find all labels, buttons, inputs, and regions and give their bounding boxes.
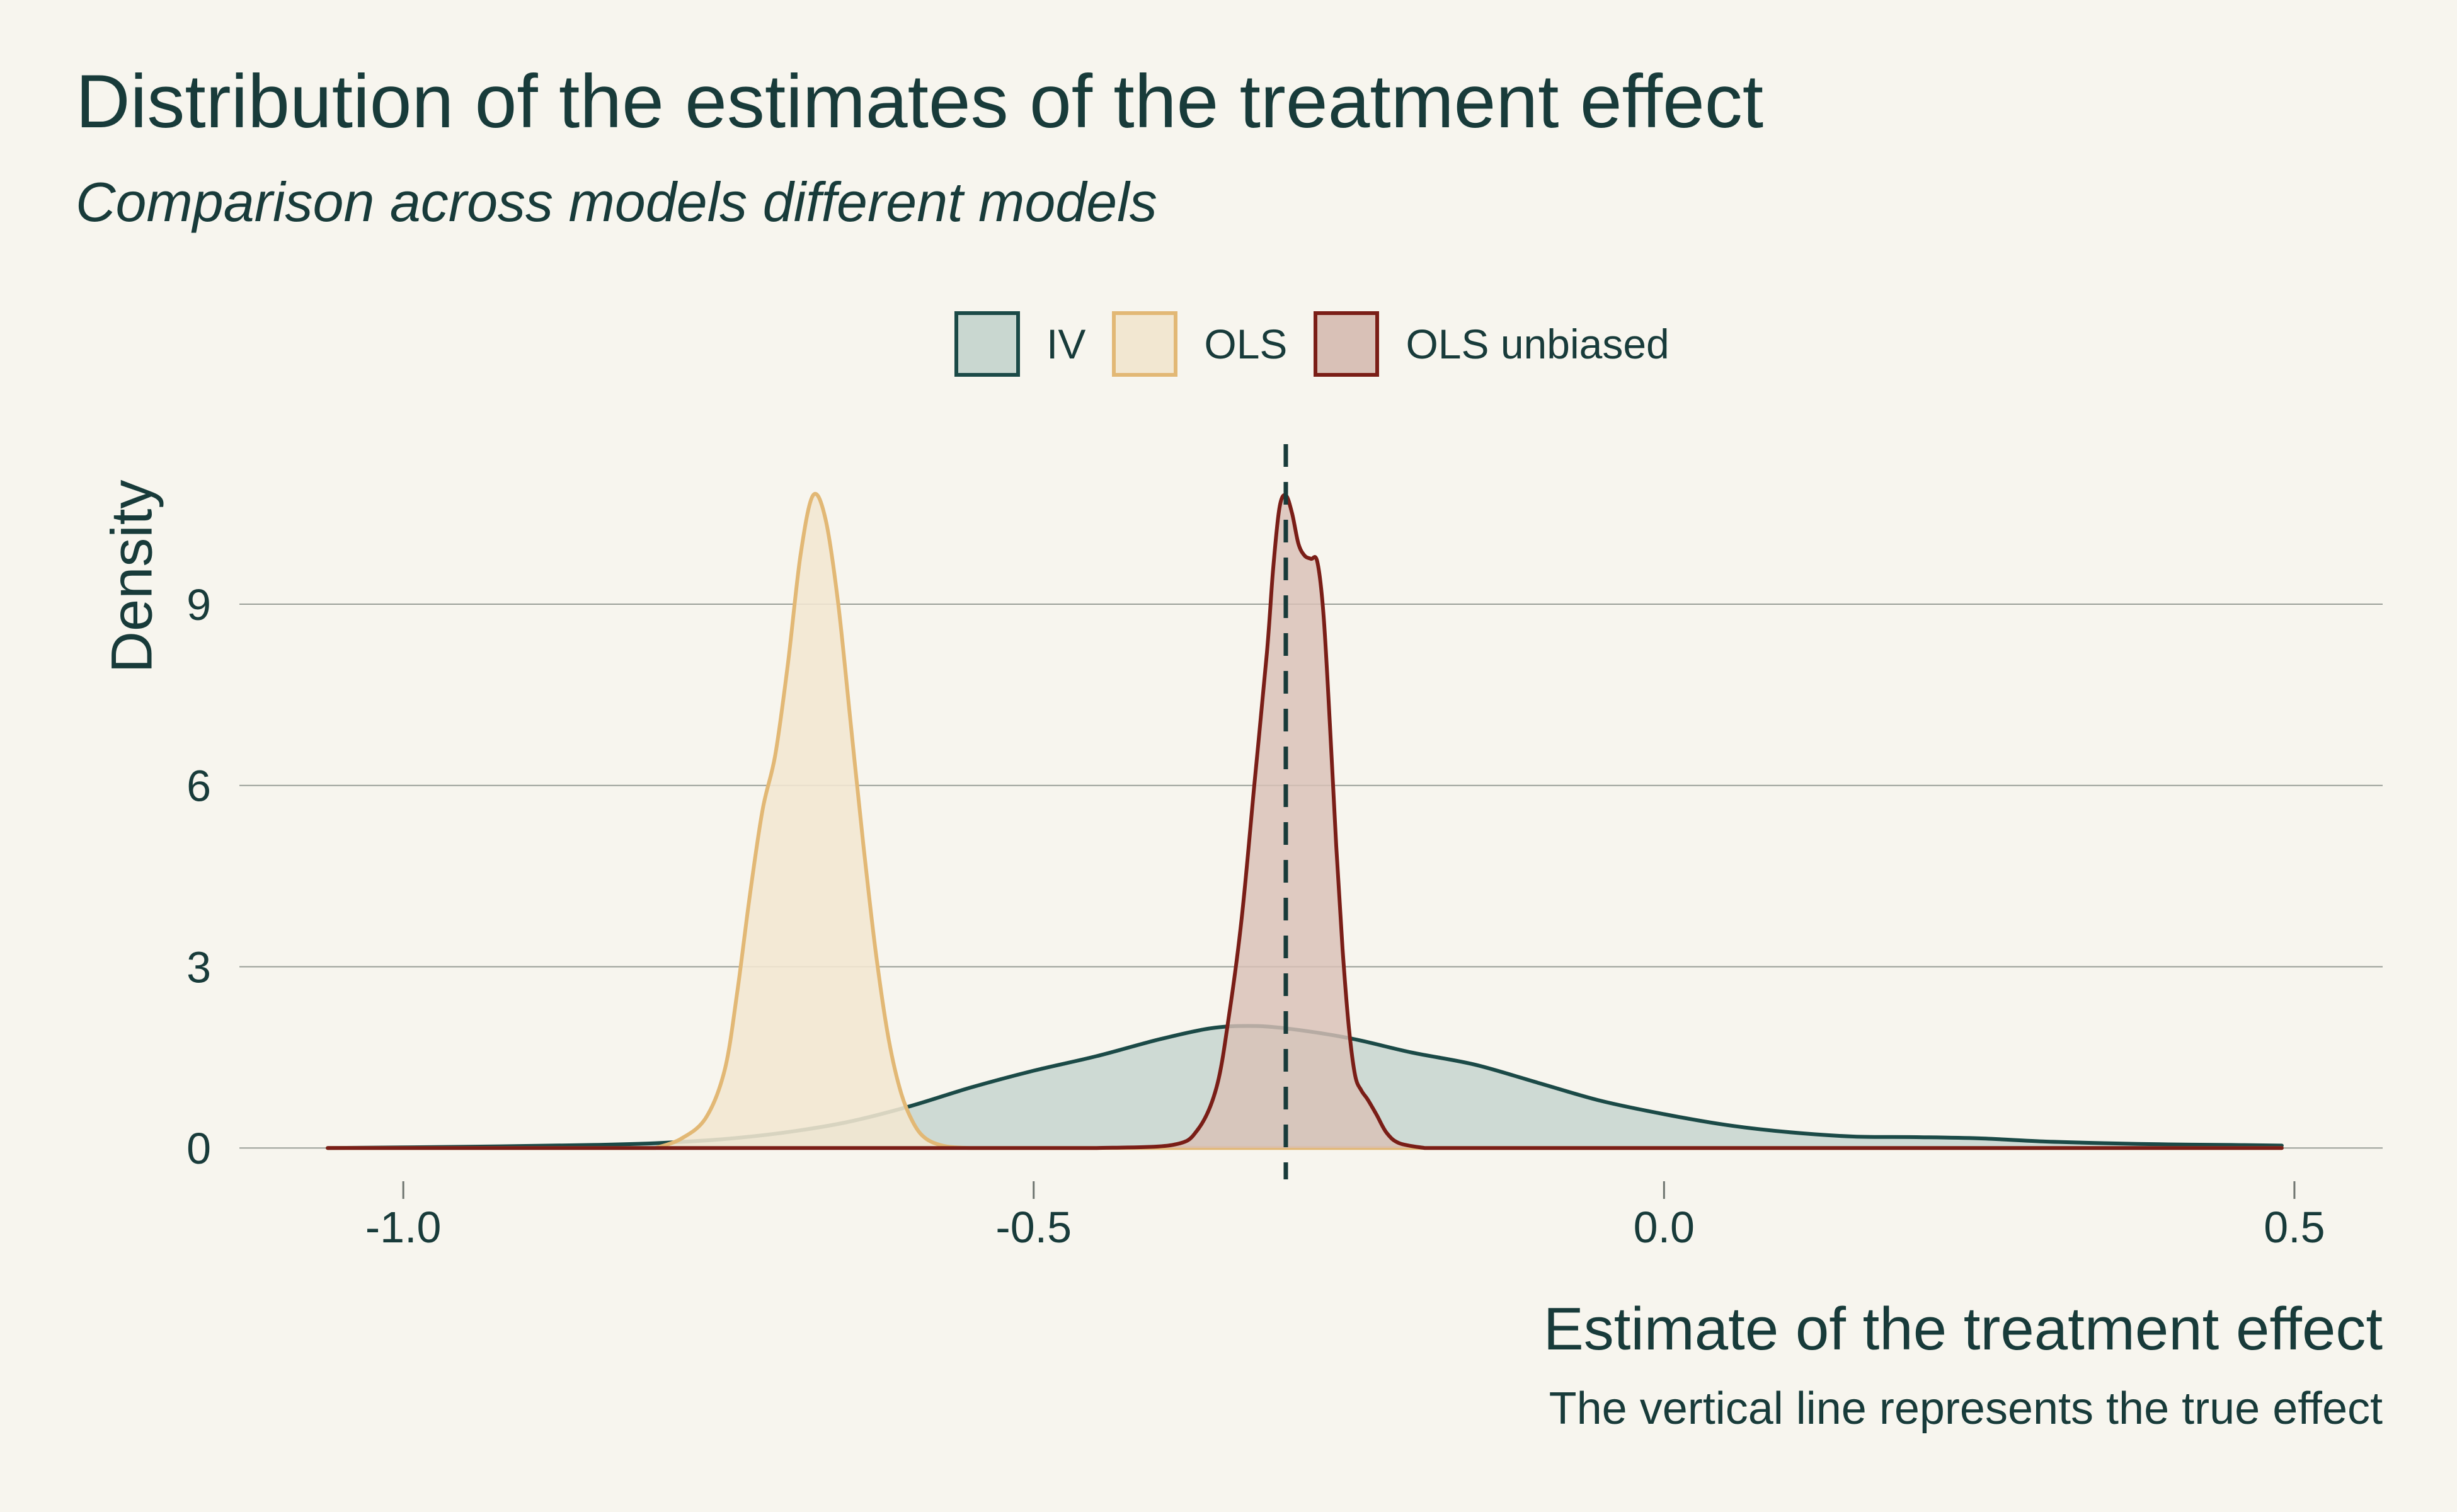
legend: IV OLS OLS unbiased	[954, 307, 1696, 380]
chart-title: Distribution of the estimates of the tre…	[76, 59, 1764, 144]
legend-swatch-iv	[954, 311, 1020, 377]
legend-item-ols-unbiased: OLS unbiased	[1314, 311, 1670, 377]
legend-item-iv: IV	[954, 311, 1085, 377]
chart-subtitle: Comparison across models different model…	[76, 171, 1157, 233]
tick-layer: 0 3 6 9 -1.0 -0.5 0.0 0.5	[186, 580, 2325, 1252]
legend-label-ols-unbiased: OLS unbiased	[1406, 320, 1670, 367]
y-tick-label: 0	[186, 1124, 211, 1173]
legend-swatch-ols	[1112, 311, 1178, 377]
x-tick-label: 0.0	[1634, 1203, 1695, 1252]
legend-item-ols: OLS	[1112, 311, 1287, 377]
legend-label-iv: IV	[1046, 320, 1086, 367]
series-layer	[326, 492, 2284, 1150]
y-tick-label: 6	[186, 762, 211, 811]
density-area-ols-unbiased	[1096, 495, 1425, 1148]
density-area-ols	[655, 493, 971, 1148]
y-tick-label: 9	[186, 580, 211, 629]
legend-label-ols: OLS	[1204, 320, 1288, 367]
x-tick-label: -1.0	[365, 1203, 442, 1252]
legend-swatch-ols-unbiased	[1314, 311, 1380, 377]
x-axis-label: Estimate of the treatment effect	[1543, 1295, 2383, 1363]
y-tick-label: 3	[186, 942, 211, 992]
density-line-ols	[326, 492, 2284, 1150]
x-tick-label: 0.5	[2264, 1203, 2325, 1252]
x-tick-label: -0.5	[995, 1203, 1072, 1252]
chart-caption: The vertical line represents the true ef…	[1549, 1383, 2383, 1434]
density-line-ols-unbiased	[326, 493, 2284, 1150]
